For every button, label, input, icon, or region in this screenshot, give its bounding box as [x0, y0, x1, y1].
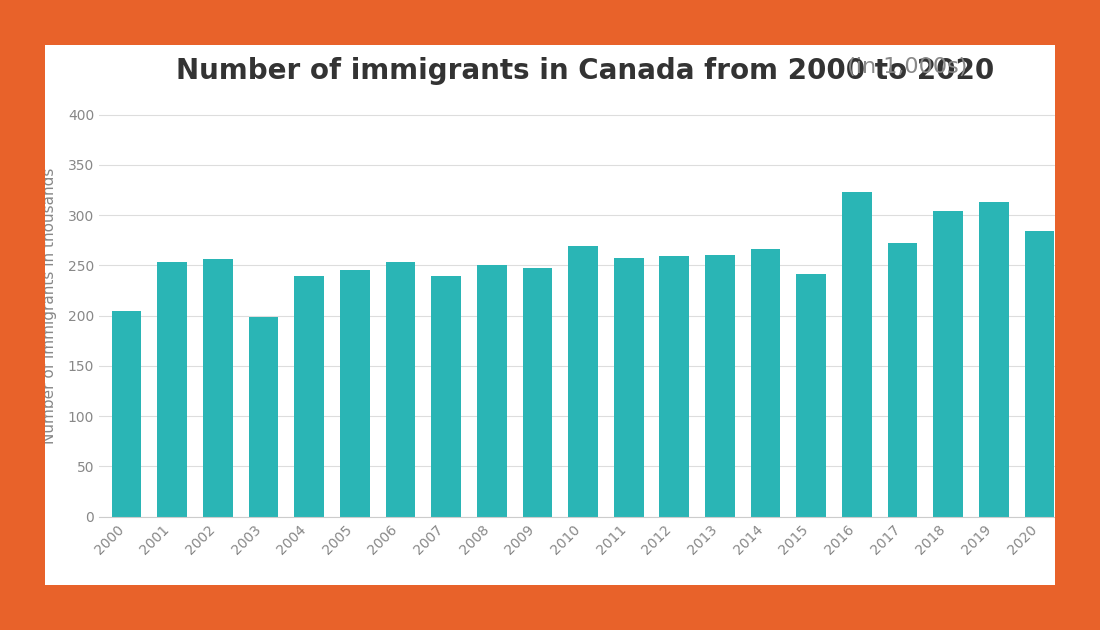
Bar [796, 275, 826, 517]
Bar [111, 311, 141, 517]
Bar [660, 256, 690, 517]
Bar [751, 249, 781, 517]
Bar [614, 258, 644, 517]
Text: Number of immigrants in Canada from 2000 to 2020: Number of immigrants in Canada from 2000… [176, 57, 994, 84]
Bar [934, 211, 964, 517]
Bar [249, 317, 278, 517]
Bar [340, 270, 370, 517]
Bar [157, 262, 187, 517]
Bar [385, 262, 415, 517]
Bar [1025, 231, 1055, 517]
Bar [431, 277, 461, 517]
Text: https://www.statista.com/statistics/443063/number-of-immigrants-in-canada/: https://www.statista.com/statistics/4430… [562, 598, 1045, 611]
Bar [843, 192, 872, 517]
Y-axis label: Number of immigrants in thousands: Number of immigrants in thousands [42, 168, 57, 444]
Bar [202, 260, 232, 517]
Bar [569, 246, 597, 517]
Text: Periphery: Periphery [55, 593, 192, 617]
Text: (in 1,000s): (in 1,000s) [839, 57, 967, 77]
Bar [979, 202, 1009, 517]
Bar [294, 277, 323, 517]
Bar [522, 268, 552, 517]
Bar [476, 265, 506, 517]
Bar [705, 255, 735, 517]
Bar [888, 243, 917, 517]
